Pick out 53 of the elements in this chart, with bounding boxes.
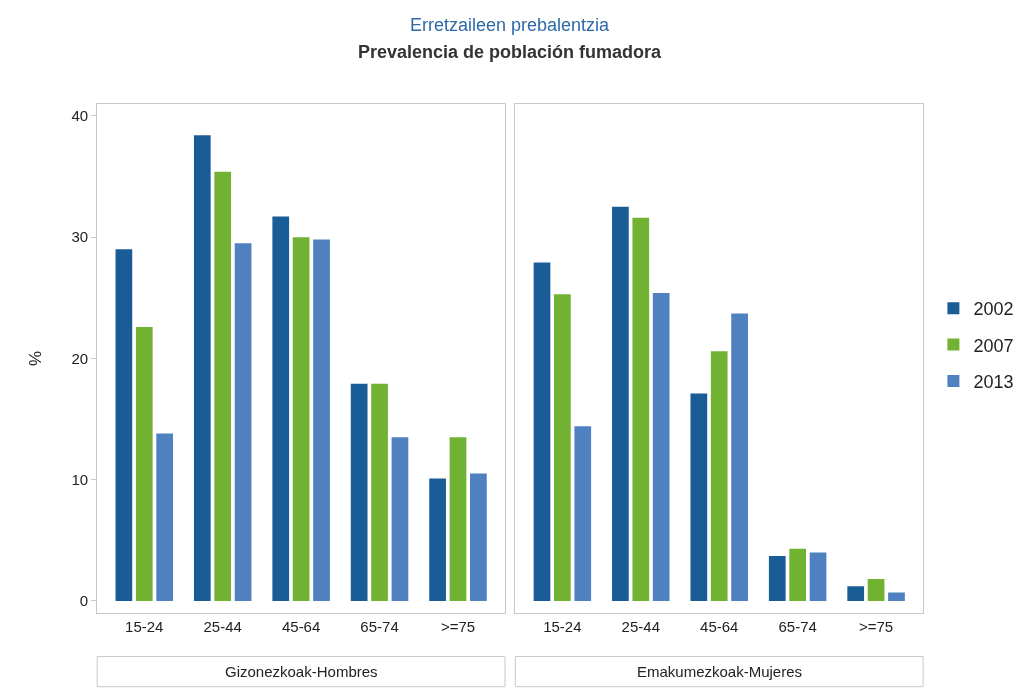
bar — [313, 239, 330, 601]
x-tick-label: >=75 — [858, 618, 894, 635]
x-tick-label: 65-74 — [360, 618, 399, 635]
bar — [156, 433, 174, 601]
bar — [214, 171, 232, 601]
bar — [612, 206, 629, 601]
legend-label: 2002 — [973, 299, 1014, 320]
bar — [652, 292, 670, 601]
y-tick-label: 0 — [79, 592, 89, 610]
y-tick-label: 20 — [71, 349, 89, 367]
legend-label: 2007 — [973, 335, 1014, 356]
x-tick-label: 45-64 — [281, 618, 321, 635]
bar — [272, 216, 290, 601]
x-tick-label: 25-44 — [621, 618, 660, 635]
bar — [768, 556, 786, 601]
bar — [429, 478, 446, 601]
bar — [470, 473, 487, 601]
bar — [690, 393, 708, 601]
y-tick-label: 10 — [71, 470, 89, 488]
bar — [533, 262, 551, 601]
bar — [632, 217, 650, 601]
x-tick-label: 25-44 — [203, 618, 242, 635]
x-tick-label: >=75 — [440, 618, 476, 635]
bar — [193, 135, 211, 601]
legend-label: 2013 — [973, 372, 1014, 393]
bar — [888, 592, 905, 601]
y-tick-label: 30 — [71, 228, 89, 246]
bar — [574, 426, 592, 601]
bar — [554, 294, 571, 601]
bar — [710, 351, 728, 601]
bar — [371, 383, 388, 601]
bar — [731, 313, 748, 601]
x-axis-title: Emakumezkoak-Mujeres — [637, 663, 803, 680]
bar — [115, 249, 133, 601]
y-tick-label: 40 — [71, 107, 89, 125]
bar — [350, 383, 368, 601]
x-tick-label: 45-64 — [700, 618, 739, 635]
bar — [391, 437, 409, 601]
x-tick-label: 65-74 — [778, 618, 817, 635]
bar — [867, 579, 885, 601]
bar — [234, 243, 252, 601]
chart-title: Erretzaileen prebalentzia — [410, 15, 611, 35]
bar — [789, 548, 807, 601]
y-axis-title: % — [26, 350, 46, 366]
x-tick-label: 15-24 — [125, 618, 164, 635]
bar — [847, 586, 865, 601]
bar — [809, 552, 827, 601]
bar — [292, 237, 310, 601]
bar — [135, 326, 153, 601]
x-axis-title: Gizonezkoak-Hombres — [225, 663, 378, 680]
chart-subtitle: Prevalencia de población fumadora — [358, 42, 663, 62]
bar — [449, 437, 467, 601]
x-tick-label: 15-24 — [543, 618, 582, 635]
